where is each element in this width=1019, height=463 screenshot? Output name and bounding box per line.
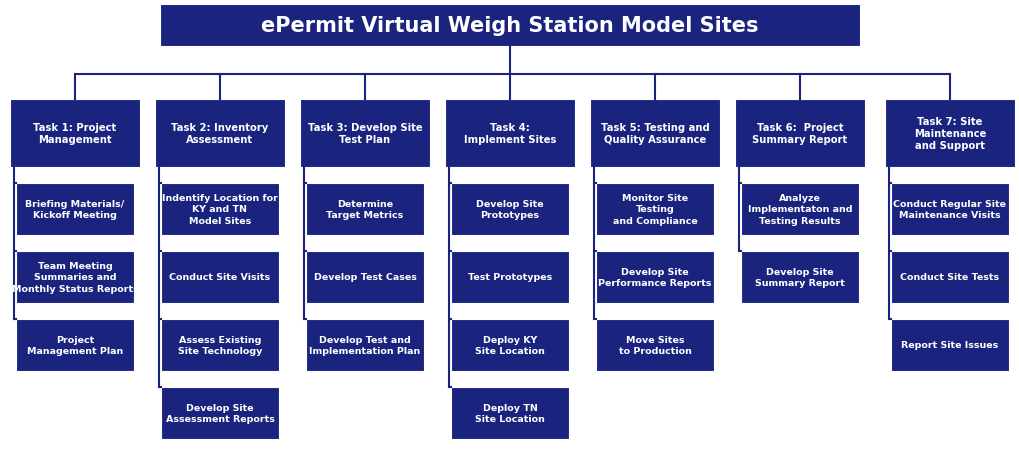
FancyBboxPatch shape <box>16 184 133 236</box>
FancyBboxPatch shape <box>589 100 719 168</box>
Text: Task 1: Project
Management: Task 1: Project Management <box>34 123 116 145</box>
Text: Deploy TN
Site Location: Deploy TN Site Location <box>475 403 544 423</box>
FancyBboxPatch shape <box>16 319 133 371</box>
FancyBboxPatch shape <box>161 251 279 303</box>
Text: Determine
Target Metrics: Determine Target Metrics <box>326 200 404 219</box>
Text: Conduct Regular Site
Maintenance Visits: Conduct Regular Site Maintenance Visits <box>893 200 1006 219</box>
Text: Assess Existing
Site Technology: Assess Existing Site Technology <box>177 335 262 355</box>
FancyBboxPatch shape <box>306 184 424 236</box>
Text: Conduct Site Visits: Conduct Site Visits <box>169 273 270 282</box>
Text: Team Meeting
Summaries and
Monthly Status Reports: Team Meeting Summaries and Monthly Statu… <box>11 262 139 293</box>
Text: Develop Site
Assessment Reports: Develop Site Assessment Reports <box>165 403 274 423</box>
Text: Project
Management Plan: Project Management Plan <box>26 335 123 355</box>
Text: Develop Site
Performance Reports: Develop Site Performance Reports <box>598 267 711 288</box>
FancyBboxPatch shape <box>160 5 859 47</box>
FancyBboxPatch shape <box>16 251 133 303</box>
Text: Move Sites
to Production: Move Sites to Production <box>618 335 691 355</box>
FancyBboxPatch shape <box>161 387 279 439</box>
FancyBboxPatch shape <box>595 184 713 236</box>
FancyBboxPatch shape <box>161 319 279 371</box>
Text: Task 4:
Implement Sites: Task 4: Implement Sites <box>464 123 555 145</box>
FancyBboxPatch shape <box>10 100 140 168</box>
Text: Task 6:  Project
Summary Report: Task 6: Project Summary Report <box>752 123 847 145</box>
Text: Conduct Site Tests: Conduct Site Tests <box>900 273 999 282</box>
FancyBboxPatch shape <box>891 184 1008 236</box>
FancyBboxPatch shape <box>306 319 424 371</box>
FancyBboxPatch shape <box>450 251 569 303</box>
FancyBboxPatch shape <box>450 184 569 236</box>
Text: Task 2: Inventory
Assessment: Task 2: Inventory Assessment <box>171 123 268 145</box>
FancyBboxPatch shape <box>595 319 713 371</box>
FancyBboxPatch shape <box>155 100 284 168</box>
FancyBboxPatch shape <box>884 100 1014 168</box>
Text: ePermit Virtual Weigh Station Model Sites: ePermit Virtual Weigh Station Model Site… <box>261 16 758 36</box>
Text: Develop Site
Summary Report: Develop Site Summary Report <box>754 267 844 288</box>
Text: Indentify Location for
KY and TN
Model Sites: Indentify Location for KY and TN Model S… <box>162 194 277 225</box>
Text: Develop Test Cases: Develop Test Cases <box>313 273 416 282</box>
Text: Task 3: Develop Site
Test Plan: Task 3: Develop Site Test Plan <box>308 123 422 145</box>
Text: Monitor Site
Testing
and Compliance: Monitor Site Testing and Compliance <box>612 194 697 225</box>
Text: Briefing Materials/
Kickoff Meeting: Briefing Materials/ Kickoff Meeting <box>25 200 124 219</box>
FancyBboxPatch shape <box>300 100 430 168</box>
FancyBboxPatch shape <box>161 184 279 236</box>
FancyBboxPatch shape <box>735 100 864 168</box>
FancyBboxPatch shape <box>891 251 1008 303</box>
Text: Task 5: Testing and
Quality Assurance: Task 5: Testing and Quality Assurance <box>600 123 708 145</box>
FancyBboxPatch shape <box>450 387 569 439</box>
FancyBboxPatch shape <box>891 319 1008 371</box>
FancyBboxPatch shape <box>740 251 858 303</box>
FancyBboxPatch shape <box>740 184 858 236</box>
FancyBboxPatch shape <box>450 319 569 371</box>
Text: Report Site Issues: Report Site Issues <box>901 341 998 350</box>
FancyBboxPatch shape <box>444 100 575 168</box>
Text: Deploy KY
Site Location: Deploy KY Site Location <box>475 335 544 355</box>
Text: Test Prototypes: Test Prototypes <box>468 273 551 282</box>
Text: Develop Test and
Implementation Plan: Develop Test and Implementation Plan <box>309 335 420 355</box>
Text: Task 7: Site
Maintenance
and Support: Task 7: Site Maintenance and Support <box>913 116 985 151</box>
Text: Analyze
Implementaton and
Testing Results: Analyze Implementaton and Testing Result… <box>747 194 852 225</box>
FancyBboxPatch shape <box>306 251 424 303</box>
Text: Develop Site
Prototypes: Develop Site Prototypes <box>476 200 543 219</box>
FancyBboxPatch shape <box>595 251 713 303</box>
